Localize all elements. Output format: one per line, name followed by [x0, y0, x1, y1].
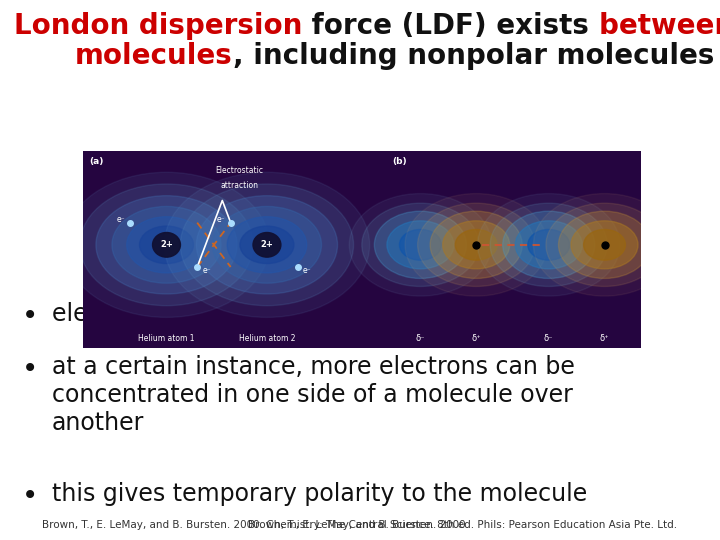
Text: between all: between all [599, 12, 720, 40]
Ellipse shape [430, 211, 522, 279]
Ellipse shape [405, 193, 547, 296]
Text: Brown, T., E. LeMay, and B. Bursten. 2000.: Brown, T., E. LeMay, and B. Bursten. 200… [248, 520, 472, 530]
Text: attraction: attraction [220, 181, 258, 190]
Circle shape [153, 233, 181, 257]
Ellipse shape [455, 230, 497, 260]
Text: molecules: molecules [75, 42, 233, 70]
Text: Helium atom 2: Helium atom 2 [239, 334, 295, 343]
Ellipse shape [240, 226, 294, 264]
Ellipse shape [490, 203, 608, 286]
Ellipse shape [516, 221, 582, 269]
Ellipse shape [534, 193, 675, 296]
Text: Brown, T., E. LeMay, and B. Bursten. 2000. Chemistry: The Central Science. 8th e: Brown, T., E. LeMay, and B. Bursten. 200… [42, 520, 678, 530]
Text: δ⁺: δ⁺ [472, 334, 481, 343]
Ellipse shape [546, 203, 663, 286]
Ellipse shape [443, 221, 510, 269]
Ellipse shape [164, 172, 369, 318]
Ellipse shape [387, 221, 454, 269]
Text: (b): (b) [392, 157, 407, 166]
Text: at a certain instance, more electrons can be: at a certain instance, more electrons ca… [52, 355, 575, 379]
Text: another: another [52, 411, 145, 435]
Text: Electrostatic: Electrostatic [215, 166, 263, 176]
Text: electrons constantly move: electrons constantly move [52, 302, 365, 326]
Text: 2+: 2+ [261, 240, 274, 249]
Text: concentrated in one side of a molecule over: concentrated in one side of a molecule o… [52, 383, 573, 407]
Ellipse shape [140, 226, 194, 264]
Text: e⁻: e⁻ [202, 266, 211, 275]
Ellipse shape [400, 230, 441, 260]
Text: London dispersion: London dispersion [14, 12, 302, 40]
Ellipse shape [584, 230, 626, 260]
Ellipse shape [212, 206, 322, 283]
Text: , including nonpolar molecules: , including nonpolar molecules [233, 42, 714, 70]
Ellipse shape [197, 195, 338, 294]
Ellipse shape [559, 211, 651, 279]
Text: Helium atom 1: Helium atom 1 [138, 334, 194, 343]
Text: δ⁻: δ⁻ [544, 334, 554, 343]
Text: •: • [22, 482, 38, 510]
Text: this gives temporary polarity to the molecule: this gives temporary polarity to the mol… [52, 482, 588, 506]
Ellipse shape [571, 221, 638, 269]
Text: (a): (a) [89, 157, 104, 166]
Text: δ⁻: δ⁻ [415, 334, 425, 343]
Ellipse shape [96, 195, 237, 294]
Ellipse shape [180, 184, 354, 306]
Ellipse shape [374, 211, 467, 279]
Circle shape [253, 233, 281, 257]
Ellipse shape [528, 230, 570, 260]
Ellipse shape [127, 217, 207, 273]
Text: •: • [22, 302, 38, 330]
Ellipse shape [112, 206, 221, 283]
Text: δ⁺: δ⁺ [600, 334, 609, 343]
Ellipse shape [477, 193, 620, 296]
Ellipse shape [418, 203, 535, 286]
Text: •: • [22, 355, 38, 383]
Ellipse shape [349, 193, 492, 296]
Text: force (LDF) exists: force (LDF) exists [302, 12, 599, 40]
Text: 2+: 2+ [160, 240, 173, 249]
Ellipse shape [80, 184, 253, 306]
Ellipse shape [503, 211, 595, 279]
Text: e⁻: e⁻ [303, 266, 312, 275]
Ellipse shape [362, 203, 479, 286]
Text: e⁻: e⁻ [117, 215, 125, 224]
Text: e⁻: e⁻ [217, 215, 225, 224]
Ellipse shape [227, 217, 307, 273]
Ellipse shape [64, 172, 269, 318]
